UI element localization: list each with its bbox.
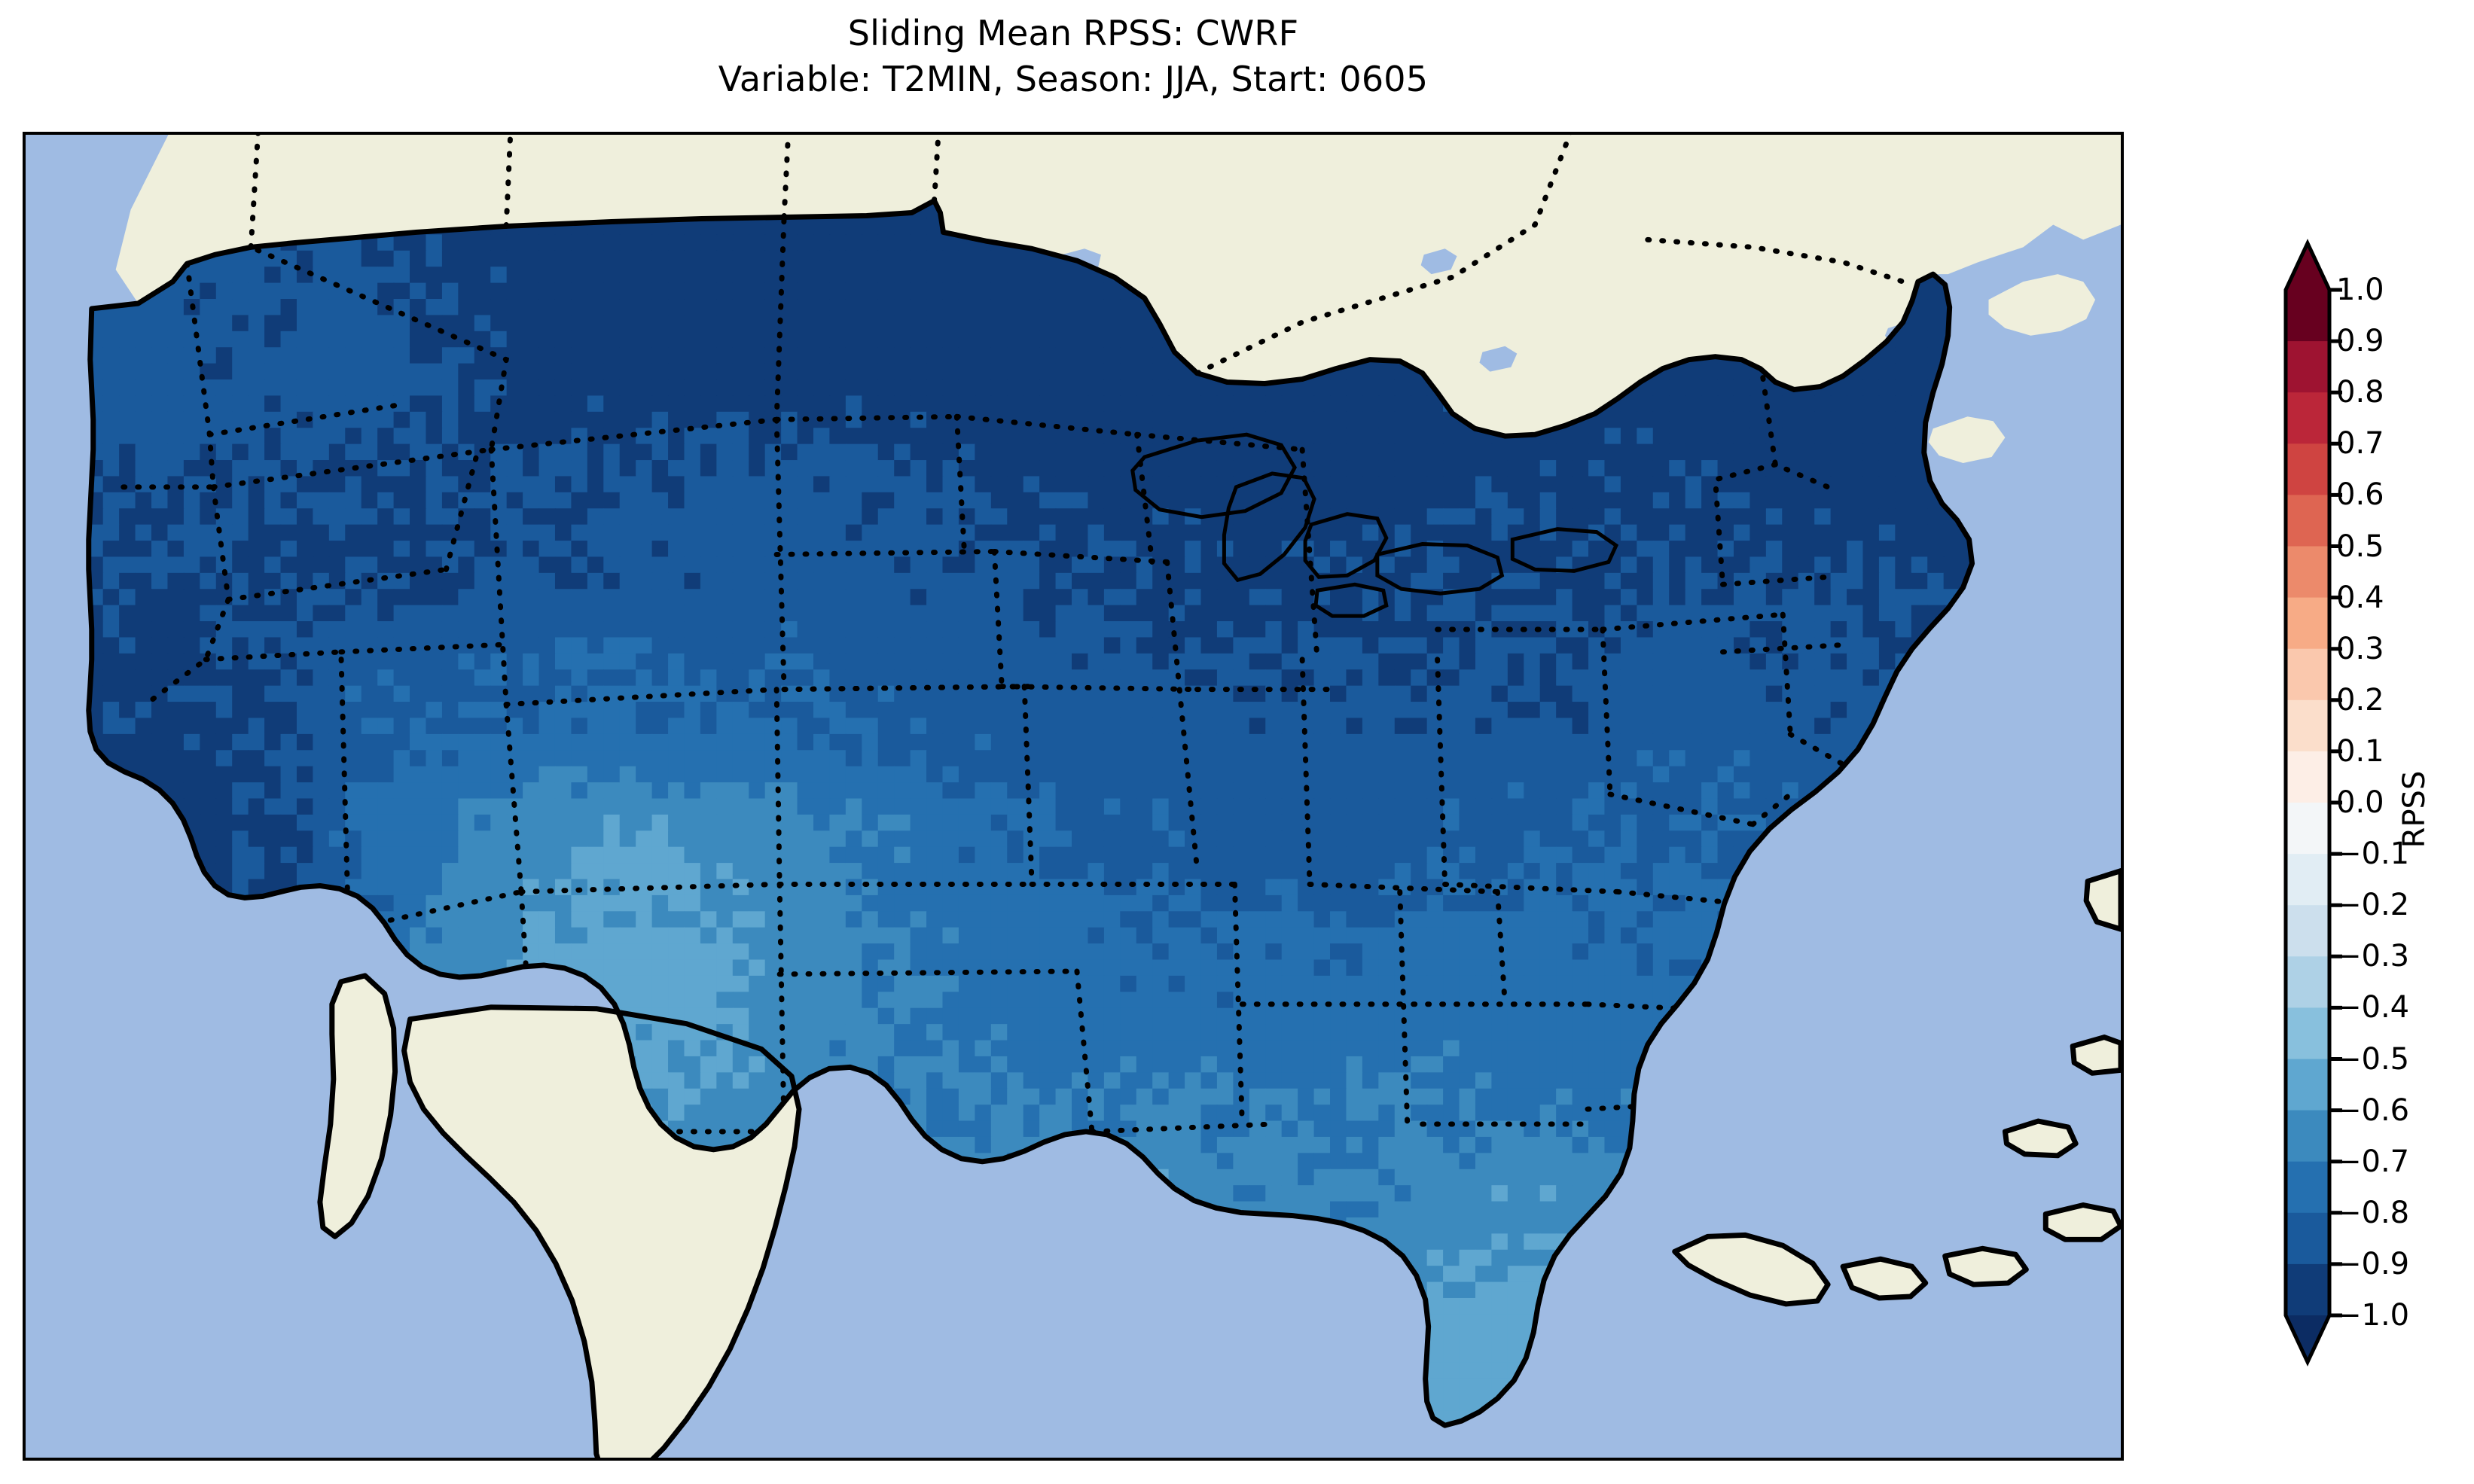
- colorbar-tick-label: 0.4: [2336, 580, 2384, 615]
- colorbar-tick-label: 0.2: [2336, 682, 2384, 718]
- colorbar-tick-label: −0.4: [2336, 990, 2410, 1025]
- colorbar-tick-label: 0.8: [2336, 375, 2384, 410]
- colorbar-tick-label: −0.2: [2336, 888, 2410, 923]
- colorbar-tick-label: −0.7: [2336, 1144, 2410, 1179]
- colorbar-tick-label: −0.8: [2336, 1195, 2410, 1230]
- chart-title-block: Sliding Mean RPSS: CWRF Variable: T2MIN,…: [0, 0, 2146, 102]
- page-subtitle: Variable: T2MIN, Season: JJA, Start: 060…: [718, 58, 1429, 99]
- colorbar-tick-label: 0.6: [2336, 477, 2384, 513]
- colorbar-gradient: [2283, 239, 2342, 1367]
- colorbar-tick-label: 0.7: [2336, 426, 2384, 462]
- colorbar-axis-label: RPSS: [2397, 770, 2432, 849]
- colorbar-tick-label: −0.1: [2336, 836, 2410, 872]
- colorbar-tick-label: 0.9: [2336, 324, 2384, 359]
- map-panel: [23, 132, 2124, 1461]
- colorbar-tick-label: −0.3: [2336, 939, 2410, 974]
- colorbar-tick-label: −1.0: [2336, 1298, 2410, 1333]
- page-title: Sliding Mean RPSS: CWRF: [847, 13, 1299, 53]
- colorbar-tick-label: −0.5: [2336, 1041, 2410, 1077]
- colorbar-tick-label: 0.1: [2336, 733, 2384, 769]
- colorbar-tick-label: −0.6: [2336, 1092, 2410, 1128]
- colorbar-tick-label: 0.3: [2336, 631, 2384, 666]
- colorbar-tick-label: 1.0: [2336, 273, 2384, 307]
- colorbar-tick-label: −0.9: [2336, 1246, 2410, 1281]
- map-canvas: [26, 135, 2121, 1458]
- colorbar-tick-label: 0.0: [2336, 785, 2384, 820]
- colorbar-tick-label: 0.5: [2336, 529, 2384, 564]
- colorbar[interactable]: 1.0 0.9 0.8 0.7 0.6 0.5 0.4 0.3 0.2 0.1 0.0 −0.1 −0.…: [2282, 222, 2474, 1397]
- coastlines: [86, 135, 2121, 1458]
